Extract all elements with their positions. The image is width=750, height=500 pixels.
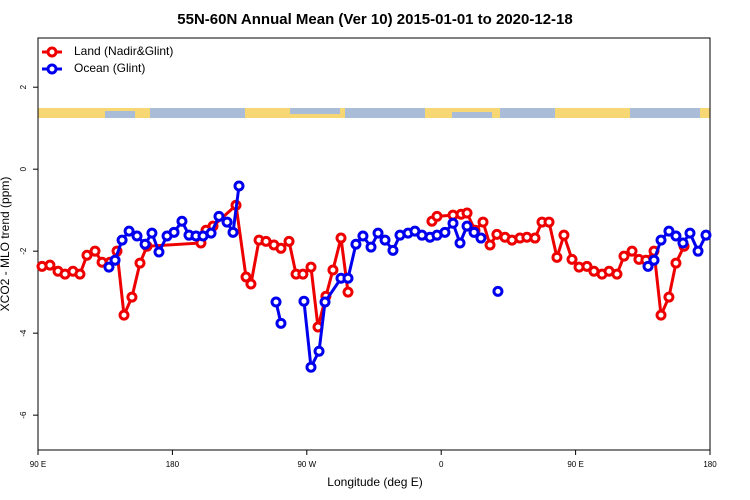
data-point — [551, 251, 563, 263]
legend-marker — [46, 46, 58, 58]
data-point — [131, 230, 143, 242]
data-point — [123, 225, 135, 237]
chart-title: 55N-60N Annual Mean (Ver 10) 2015-01-01 … — [177, 11, 572, 28]
data-point — [205, 227, 217, 239]
y-tick-label: -6 — [19, 411, 28, 419]
data-point — [126, 291, 138, 303]
legend-label: Ocean (Glint) — [74, 61, 145, 75]
data-point — [700, 229, 712, 241]
plot-frame — [37, 37, 711, 451]
data-point — [176, 215, 188, 227]
data-point — [677, 237, 689, 249]
data-point — [116, 234, 128, 246]
data-point — [221, 216, 233, 228]
data-point — [461, 207, 473, 219]
data-point — [566, 253, 578, 265]
data-point — [670, 230, 682, 242]
x-axis-label: Longitude (deg E) — [327, 475, 422, 489]
data-point — [134, 257, 146, 269]
data-point — [543, 216, 555, 228]
series-line — [41, 202, 350, 328]
map-strip — [38, 108, 710, 118]
data-point — [663, 291, 675, 303]
y-tick-label: -2 — [19, 247, 28, 255]
data-point — [529, 232, 541, 244]
data-point — [342, 286, 354, 298]
y-tick-label: 0 — [19, 166, 28, 171]
data-point — [692, 245, 704, 257]
data-point — [146, 227, 158, 239]
data-point — [350, 238, 362, 250]
data-point — [611, 268, 623, 280]
data-point — [581, 260, 593, 272]
data-point — [379, 234, 391, 246]
data-point — [319, 296, 331, 308]
data-point — [618, 250, 630, 262]
data-point — [484, 239, 496, 251]
data-point — [642, 260, 654, 272]
data-point — [305, 261, 317, 273]
data-point — [335, 232, 347, 244]
x-tick-label: 0 — [439, 460, 444, 469]
data-point — [245, 278, 257, 290]
data-point — [103, 261, 115, 273]
data-point — [372, 227, 384, 239]
data-point — [240, 271, 252, 283]
data-point — [447, 217, 459, 229]
legend-marker — [46, 63, 58, 75]
data-point — [44, 259, 56, 271]
x-tick-label: 90 W — [297, 460, 316, 469]
x-tick-label: 90 E — [567, 460, 583, 469]
data-point — [626, 245, 638, 257]
data-point — [275, 242, 287, 254]
x-tick-label: 180 — [166, 460, 180, 469]
data-point — [648, 254, 660, 266]
y-tick-label: 2 — [19, 84, 28, 89]
data-point — [89, 245, 101, 257]
legend-label: Land (Nadir&Glint) — [74, 44, 173, 58]
data-point — [558, 229, 570, 241]
data-point — [298, 295, 310, 307]
x-tick-label: 180 — [703, 460, 717, 469]
data-point — [81, 249, 93, 261]
data-point — [327, 264, 339, 276]
data-point — [227, 226, 239, 238]
data-point — [270, 296, 282, 308]
data-point — [297, 268, 309, 280]
data-point — [365, 241, 377, 253]
data-point — [663, 225, 675, 237]
data-point — [454, 237, 466, 249]
data-point — [655, 234, 667, 246]
data-point — [387, 244, 399, 256]
y-tick-label: -4 — [19, 329, 28, 337]
data-point — [684, 227, 696, 239]
data-point — [477, 216, 489, 228]
data-point — [357, 230, 369, 242]
data-point — [168, 226, 180, 238]
data-point — [655, 309, 667, 321]
data-point — [74, 268, 86, 280]
data-point — [313, 345, 325, 357]
data-point — [233, 180, 245, 192]
data-point — [342, 272, 354, 284]
data-point — [461, 220, 473, 232]
data-point — [475, 232, 487, 244]
y-axis-label: XCO2 - MLO trend (ppm) — [0, 177, 12, 312]
data-point — [153, 246, 165, 258]
data-point — [439, 226, 451, 238]
data-point — [431, 210, 443, 222]
data-point — [305, 361, 317, 373]
data-point — [283, 235, 295, 247]
data-point — [139, 238, 151, 250]
data-point — [492, 285, 504, 297]
data-point — [670, 257, 682, 269]
data-point — [275, 317, 287, 329]
data-point — [109, 254, 121, 266]
data-point — [213, 210, 225, 222]
data-point — [468, 226, 480, 238]
data-point — [118, 309, 130, 321]
x-tick-label: 90 E — [30, 460, 46, 469]
